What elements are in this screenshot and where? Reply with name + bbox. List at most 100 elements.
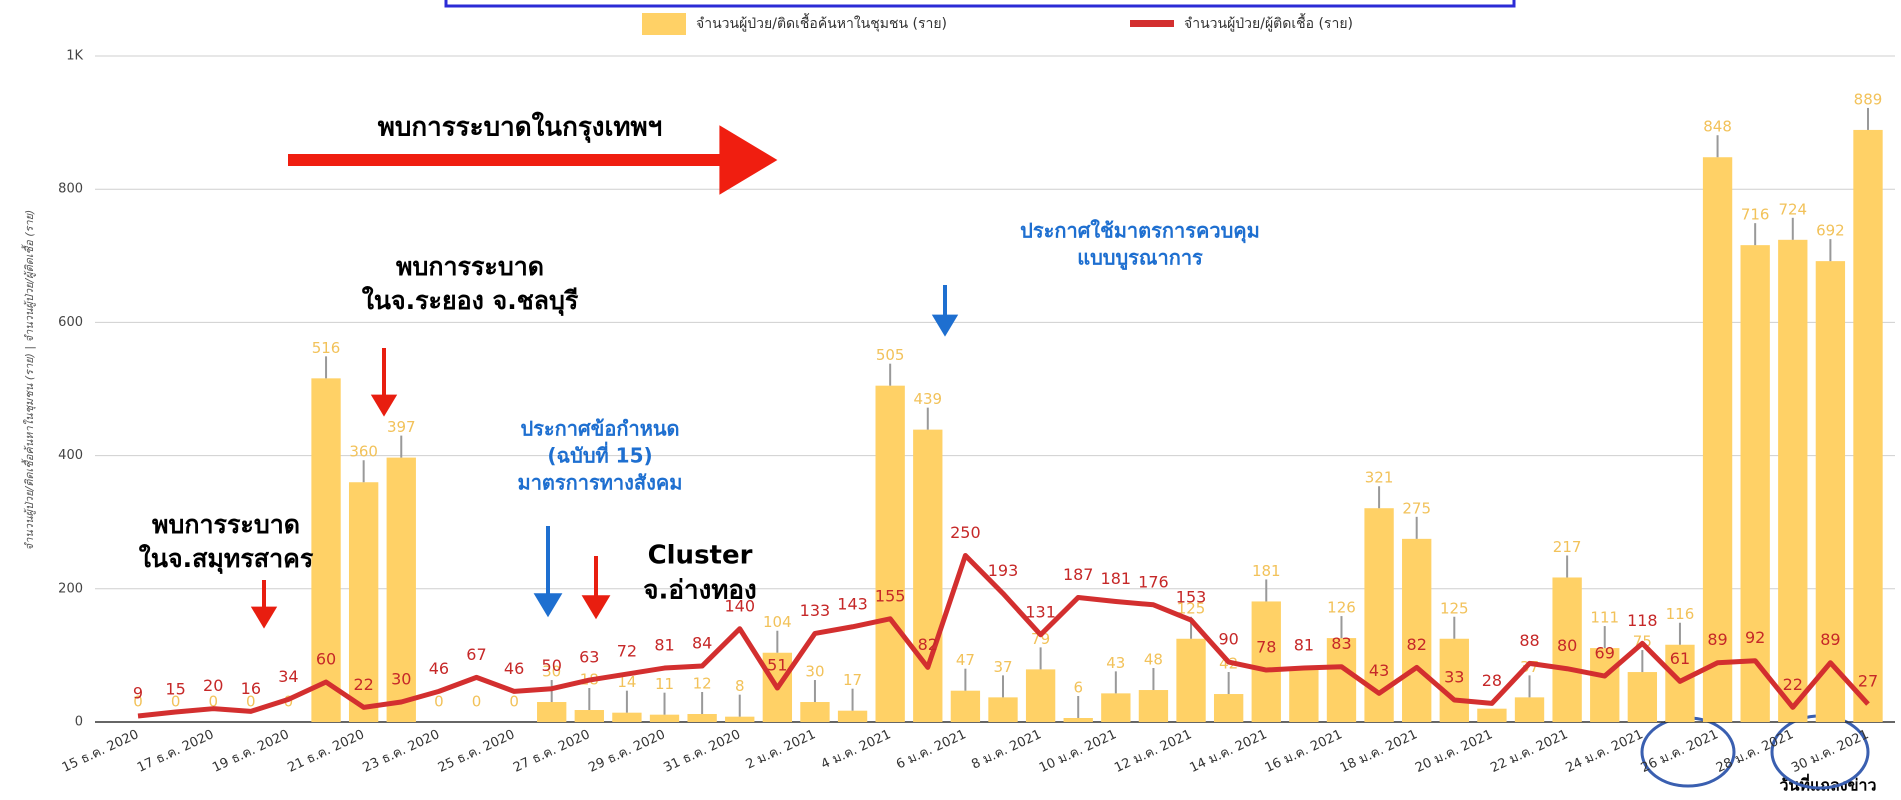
bar	[875, 385, 905, 722]
bar	[1289, 668, 1319, 722]
annotation: (ฉบับที่ 15)	[547, 441, 652, 468]
bar-value-label: 0	[208, 693, 218, 711]
bar-value-label: 30	[542, 663, 561, 681]
arrow-head	[370, 394, 398, 417]
bar	[1439, 638, 1469, 722]
bar-value-label: 692	[1816, 222, 1845, 240]
bar-value-label: 0	[434, 693, 444, 711]
line-value-label: 69	[1595, 644, 1615, 663]
line-value-label: 92	[1745, 628, 1765, 647]
arrow-head	[533, 593, 563, 618]
line-value-label: 81	[654, 636, 674, 655]
bar	[1063, 718, 1093, 722]
bar-value-label: 8	[735, 677, 745, 695]
line-value-label: 28	[1482, 671, 1502, 690]
line-value-label: 27	[1858, 672, 1878, 691]
line-value-label: 80	[1557, 636, 1577, 655]
y-tick-label: 800	[58, 182, 83, 197]
bar-value-label: 47	[956, 651, 975, 669]
line-value-label: 22	[353, 675, 373, 694]
line-value-label: 181	[1101, 569, 1132, 588]
bar-value-label: 125	[1177, 599, 1206, 617]
annotation: พบการระบาด	[152, 510, 300, 539]
bar-value-label: 79	[1031, 630, 1050, 648]
annotation: ในจ.สมุทรสาคร	[139, 543, 314, 575]
bar-value-label: 0	[246, 693, 256, 711]
bar-value-label: 48	[1144, 651, 1163, 669]
line-value-label: 9	[133, 684, 143, 703]
bar-value-label: 111	[1590, 609, 1619, 627]
bar	[1627, 672, 1658, 722]
bar-value-label: 321	[1365, 469, 1394, 487]
bar-value-label: 505	[876, 346, 905, 364]
line-value-label: 34	[278, 667, 298, 686]
bar-value-label: 0	[472, 693, 482, 711]
bar	[612, 712, 642, 722]
bar	[1552, 577, 1582, 722]
annotation: จ.อ่างทอง	[643, 576, 756, 606]
bar	[1101, 693, 1131, 722]
bar	[386, 457, 416, 722]
annotation: ประกาศข้อกำหนด	[520, 417, 679, 441]
line-value-label: 60	[316, 650, 336, 669]
arrow-head	[581, 595, 611, 620]
bar	[1364, 508, 1394, 722]
bar-value-label: 848	[1703, 118, 1732, 136]
bar	[1326, 638, 1357, 722]
line-value-label: 82	[918, 635, 938, 654]
bar-value-label: 889	[1854, 90, 1883, 108]
line-value-label: 16	[241, 679, 261, 698]
line-value-label: 83	[1331, 634, 1351, 653]
bar-value-label: 17	[843, 671, 862, 689]
bar-value-label: 126	[1327, 599, 1356, 617]
line-value-label: 89	[1707, 630, 1727, 649]
bar-value-label: 0	[133, 693, 143, 711]
bar	[988, 697, 1018, 722]
line-value-label: 81	[1294, 636, 1314, 655]
bar	[800, 702, 830, 722]
bar-value-label: 125	[1440, 599, 1469, 617]
line-value-label: 61	[1670, 649, 1690, 668]
bar-value-label: 30	[805, 663, 824, 681]
line-value-label: 46	[504, 659, 524, 678]
bar	[1251, 601, 1281, 722]
y-tick-label: 200	[58, 581, 83, 596]
line-value-label: 30	[391, 670, 411, 689]
bar-value-label: 116	[1666, 605, 1695, 623]
bar	[1025, 669, 1056, 722]
bar-value-label: 6	[1073, 679, 1083, 697]
line-value-label: 51	[767, 656, 787, 675]
bar	[687, 714, 717, 722]
line-value-label: 250	[950, 523, 981, 542]
legend-label: จำนวนผู้ป่วย/ติดเชื้อค้นหาในชุมชน (ราย)	[696, 13, 947, 32]
line-value-label: 63	[579, 648, 599, 667]
line-value-label: 82	[1407, 635, 1427, 654]
line	[137, 553, 1870, 719]
bar-value-label: 360	[349, 443, 378, 461]
bar-value-label: 0	[509, 693, 519, 711]
line-value-label: 22	[1783, 675, 1803, 694]
bar	[311, 378, 341, 722]
bar	[1853, 129, 1883, 722]
y-tick-label: 1K	[66, 49, 83, 64]
bar-value-label: 275	[1402, 499, 1431, 517]
bar	[950, 690, 981, 722]
bar	[1740, 245, 1770, 723]
line-value-label: 84	[692, 634, 712, 653]
line-value-label: 187	[1063, 565, 1094, 584]
bar	[1402, 538, 1432, 722]
bar-value-label: 11	[655, 675, 674, 693]
bar	[1778, 239, 1808, 723]
line-value-label: 89	[1820, 630, 1840, 649]
bar	[1702, 157, 1733, 722]
bar-value-label: 397	[387, 418, 416, 436]
line-value-label: 72	[617, 642, 637, 661]
bar-value-label: 37	[993, 658, 1012, 676]
line-value-label: 176	[1138, 572, 1169, 591]
line-value-label: 88	[1519, 631, 1539, 650]
line-value-label: 46	[429, 659, 449, 678]
arrow-head	[250, 606, 278, 629]
line-value-label: 33	[1444, 668, 1464, 687]
line-value-label: 133	[800, 601, 831, 620]
line-value-label: 143	[837, 594, 868, 613]
